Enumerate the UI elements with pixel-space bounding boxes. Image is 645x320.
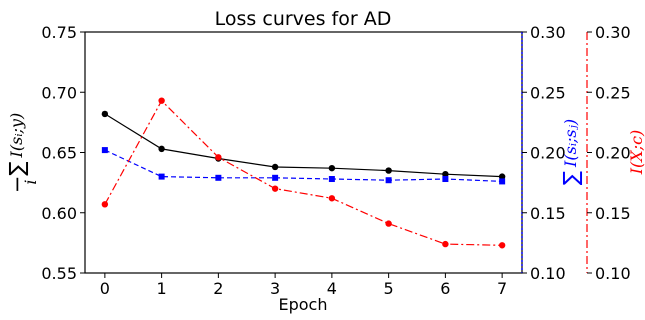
data-point-left-6: [442, 170, 449, 178]
data-point-right1-3: [272, 174, 279, 181]
x-tick-label-6: 6: [440, 279, 450, 298]
x-tick-label-5: 5: [384, 279, 394, 298]
data-point-right1-6: [442, 176, 449, 183]
y-tick-label-right2-1: 0.15: [595, 204, 631, 223]
plot-area: [84, 31, 523, 274]
left-axis-label-sum: −∑: [5, 161, 29, 193]
data-point-left-3: [271, 163, 279, 171]
series-line-right2: [104, 99, 503, 246]
data-point-left-4: [328, 164, 336, 172]
x-tick-label-4: 4: [327, 279, 337, 298]
y-tick-label-right2-2: 0.20: [595, 144, 631, 163]
y-tick-label-left-1: 0.60: [41, 204, 77, 223]
x-axis-label: Epoch: [279, 295, 328, 314]
y-tick-label-right1-1: 0.15: [530, 204, 566, 223]
y-tick-label-left-3: 0.70: [41, 83, 77, 102]
data-point-right2-3: [271, 185, 279, 192]
right-axis-red-label: I(X;c): [627, 130, 645, 176]
data-point-right2-2: [215, 154, 222, 161]
x-tick-label-2: 2: [213, 279, 223, 298]
data-point-right1-4: [328, 176, 335, 183]
ticks-layer: 0 1 2 3 4 5 6 7 0.55 0.60 0.65 0.70 0.75 0.10 0.15 0.20…: [41, 23, 630, 298]
x-tick-label-7: 7: [497, 279, 507, 298]
data-point-right2-4: [328, 195, 336, 202]
chart-title: Loss curves for AD: [215, 8, 392, 30]
y-tick-label-left-4: 0.75: [41, 23, 77, 42]
left-axis-label: −∑ I(sᵢ;y) i: [5, 113, 40, 193]
y-tick-label-right1-4: 0.30: [530, 23, 566, 42]
data-point-left-5: [385, 167, 392, 174]
y-tick-label-right1-2: 0.20: [530, 144, 566, 163]
y-tick-label-right2-3: 0.25: [595, 83, 631, 102]
data-point-right2-0: [101, 201, 109, 208]
left-axis-label-subscript: i: [21, 179, 40, 184]
data-point-left-7: [498, 173, 506, 180]
x-tick-label-1: 1: [157, 279, 167, 298]
y-tick-label-right2-0: 0.10: [595, 264, 631, 283]
y-tick-label-left-0: 0.55: [41, 264, 77, 283]
svg-text:−∑ I(sᵢ;y): −∑ I(sᵢ;y): [5, 113, 29, 193]
data-point-right2-1: [158, 97, 165, 104]
data-point-right1-5: [385, 177, 392, 184]
data-point-right1-1: [158, 173, 165, 180]
series-line-right1: [104, 149, 503, 182]
right-axis-red-label-text: I(X;c): [627, 130, 645, 176]
x-tick-label-0: 0: [100, 279, 110, 298]
series-line-left: [104, 113, 503, 178]
svg-text:∑ I(sᵢ;sⱼ): ∑ I(sᵢ;sⱼ): [559, 119, 583, 185]
left-axis-label-expr: I(sᵢ;y): [7, 113, 26, 159]
data-point-left-1: [158, 145, 165, 153]
data-point-right1-0: [101, 147, 108, 154]
right-axis-blue-label-sum: ∑: [559, 171, 583, 185]
data-point-right2-6: [442, 240, 449, 248]
y-tick-label-right1-3: 0.25: [530, 83, 566, 102]
y-tick-label-right1-0: 0.10: [530, 264, 566, 283]
series-layer: [101, 97, 506, 249]
right-axis-blue-label-expr: I(sᵢ;sⱼ): [561, 119, 580, 168]
y-tick-label-right2-4: 0.30: [595, 23, 631, 42]
y-tick-label-left-2: 0.65: [41, 144, 77, 163]
right-axis-blue-label: ∑ I(sᵢ;sⱼ): [559, 119, 583, 185]
x-tick-label-3: 3: [270, 279, 280, 298]
data-point-right2-5: [385, 220, 392, 227]
data-point-right1-2: [215, 174, 222, 181]
data-point-right2-7: [498, 242, 506, 249]
data-point-left-0: [101, 110, 109, 118]
data-point-right1-7: [499, 178, 506, 185]
